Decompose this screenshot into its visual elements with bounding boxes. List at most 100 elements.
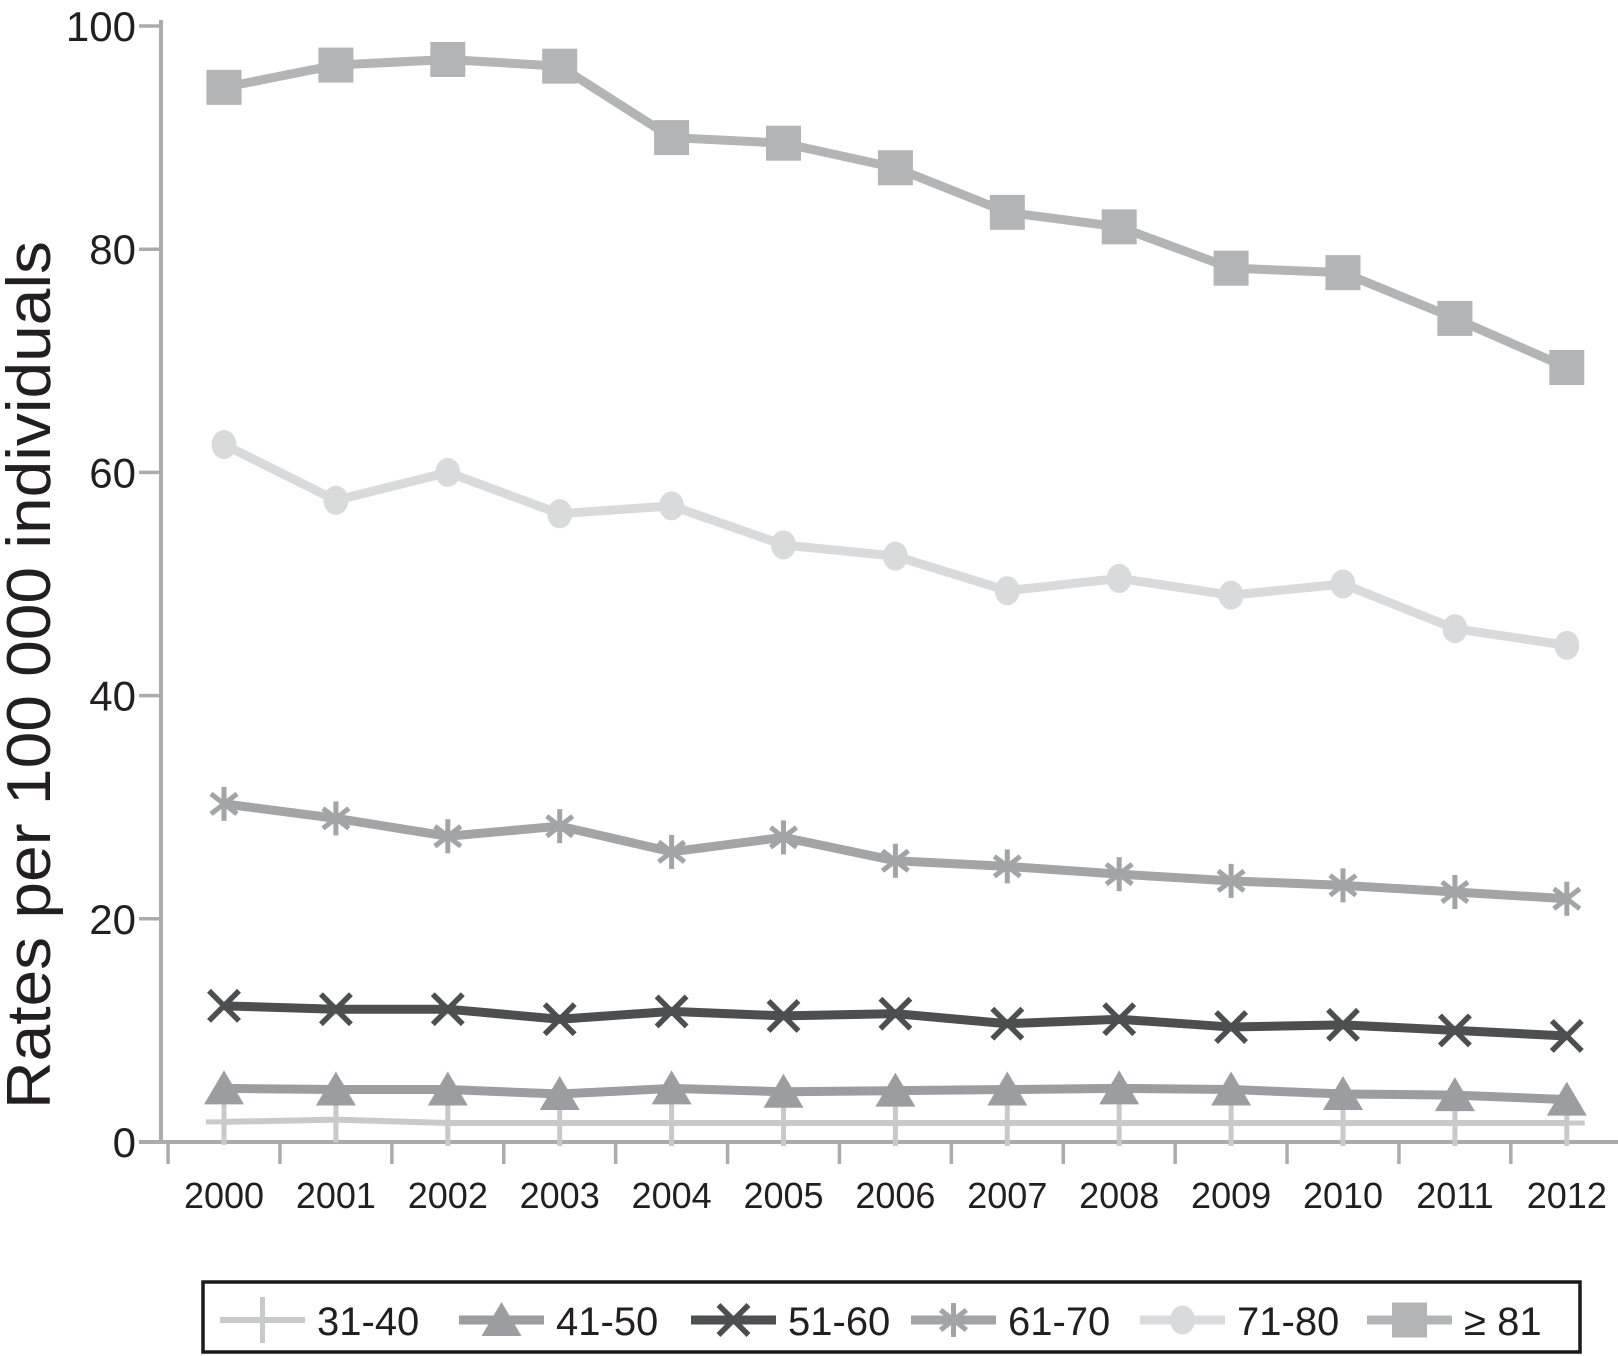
legend-box bbox=[201, 1280, 1582, 1354]
series-line bbox=[223, 54, 1569, 372]
circle-marker bbox=[659, 491, 685, 521]
series-31-40 bbox=[206, 1096, 1585, 1147]
asterisk-marker bbox=[938, 1303, 969, 1337]
triangle-marker bbox=[1211, 1071, 1252, 1106]
x-marker bbox=[1437, 1013, 1472, 1048]
x-marker bbox=[1326, 1007, 1360, 1042]
y-tick-label: 40 bbox=[89, 673, 136, 720]
legend-item-51-60: 51-60 bbox=[691, 1300, 890, 1344]
x-marker bbox=[716, 1303, 751, 1337]
triangle-marker bbox=[651, 1070, 692, 1105]
x-marker bbox=[207, 988, 241, 1023]
legend-label: 71-80 bbox=[1237, 1300, 1339, 1344]
triangle-marker bbox=[1323, 1076, 1363, 1111]
circle-marker bbox=[1442, 614, 1468, 644]
square-marker bbox=[542, 48, 578, 84]
circle-marker bbox=[323, 485, 349, 515]
x-tick-label-2006: 2006 bbox=[855, 1175, 935, 1216]
x-tick-label-2012: 2012 bbox=[1527, 1175, 1607, 1216]
triangle-marker bbox=[539, 1076, 580, 1111]
x-marker bbox=[318, 992, 353, 1027]
legend-item-61-70: 61-70 bbox=[911, 1300, 1110, 1344]
circle-marker bbox=[1106, 563, 1132, 593]
triangle-marker bbox=[1434, 1077, 1475, 1112]
plus-marker bbox=[1101, 1100, 1138, 1147]
series-51-60 bbox=[207, 988, 1584, 1053]
plus-marker bbox=[429, 1100, 466, 1147]
plus-marker bbox=[206, 1098, 242, 1145]
series-61-70 bbox=[209, 786, 1582, 916]
x-tick-label-2003: 2003 bbox=[520, 1175, 600, 1216]
circle-marker bbox=[882, 541, 908, 571]
asterisk-marker bbox=[433, 819, 463, 854]
triangle-marker bbox=[875, 1072, 916, 1107]
square-marker bbox=[1101, 209, 1137, 245]
square-marker bbox=[1213, 250, 1249, 286]
x-marker bbox=[430, 992, 465, 1027]
y-tick-label: 20 bbox=[89, 896, 136, 943]
legend-label: 31-40 bbox=[317, 1300, 419, 1344]
x-marker bbox=[766, 998, 801, 1033]
circle-marker bbox=[1218, 580, 1244, 610]
asterisk-marker bbox=[1552, 881, 1582, 916]
asterisk-marker bbox=[545, 809, 575, 844]
square-marker bbox=[1392, 1302, 1427, 1338]
square-marker bbox=[206, 69, 242, 105]
asterisk-marker bbox=[992, 849, 1022, 884]
triangle-marker bbox=[481, 1302, 522, 1336]
x-tick-label-2009: 2009 bbox=[1191, 1175, 1271, 1216]
square-marker bbox=[989, 194, 1025, 230]
circle-marker bbox=[994, 576, 1020, 606]
legend-label: 61-70 bbox=[1008, 1300, 1110, 1344]
y-tick-label: 60 bbox=[89, 449, 136, 496]
x-tick-label-2005: 2005 bbox=[743, 1175, 823, 1216]
x-marker bbox=[1214, 1010, 1249, 1044]
asterisk-marker bbox=[1440, 875, 1470, 910]
legend: 31-40 41-50 51-60 61-70 71-80 ≥ 81 bbox=[201, 1280, 1582, 1354]
asterisk-marker bbox=[321, 801, 351, 836]
legend-item-31-40: 31-40 bbox=[220, 1297, 419, 1344]
asterisk-marker bbox=[657, 834, 687, 869]
legend-item-41-50: 41-50 bbox=[459, 1300, 658, 1344]
series-71-80 bbox=[211, 430, 1580, 660]
asterisk-marker bbox=[1216, 863, 1246, 898]
circle-marker bbox=[211, 430, 237, 459]
circle-marker bbox=[1330, 569, 1356, 599]
triangle-marker bbox=[204, 1070, 244, 1105]
series-≥81 bbox=[206, 41, 1585, 385]
square-marker bbox=[766, 125, 801, 161]
asterisk-marker bbox=[1328, 868, 1358, 903]
plus-marker bbox=[877, 1100, 914, 1147]
circle-marker bbox=[1554, 630, 1580, 660]
circle-marker bbox=[771, 530, 796, 560]
triangle-marker bbox=[987, 1071, 1028, 1106]
triangle-marker bbox=[1546, 1081, 1587, 1116]
x-marker bbox=[878, 996, 913, 1031]
circle-marker bbox=[1170, 1305, 1195, 1335]
legend-label: ≥ 81 bbox=[1464, 1300, 1542, 1344]
series-41-50 bbox=[204, 1070, 1587, 1116]
x-tick-label-2007: 2007 bbox=[967, 1175, 1047, 1216]
y-axis-title: Rates per 100 000 individuals bbox=[0, 241, 64, 1109]
x-tick-label-2004: 2004 bbox=[632, 1175, 712, 1216]
legend-item-71-80: 71-80 bbox=[1140, 1300, 1339, 1344]
y-tick-label: 100 bbox=[66, 3, 136, 50]
square-marker bbox=[1549, 349, 1585, 385]
y-tick-label: 0 bbox=[113, 1119, 136, 1166]
square-marker bbox=[318, 47, 354, 83]
circle-marker bbox=[435, 457, 461, 487]
plus-marker bbox=[244, 1297, 281, 1343]
asterisk-marker bbox=[209, 786, 239, 821]
x-marker bbox=[542, 1002, 577, 1037]
x-tick-label-2011: 2011 bbox=[1416, 1175, 1493, 1216]
x-marker bbox=[1549, 1019, 1584, 1053]
x-tick-label-2001: 2001 bbox=[296, 1175, 376, 1216]
x-marker bbox=[990, 1006, 1025, 1041]
plus-marker bbox=[1213, 1100, 1250, 1147]
y-tick-label: 80 bbox=[89, 226, 136, 273]
square-marker bbox=[654, 120, 690, 156]
triangle-marker bbox=[427, 1071, 468, 1106]
x-tick-label-2008: 2008 bbox=[1079, 1175, 1159, 1216]
